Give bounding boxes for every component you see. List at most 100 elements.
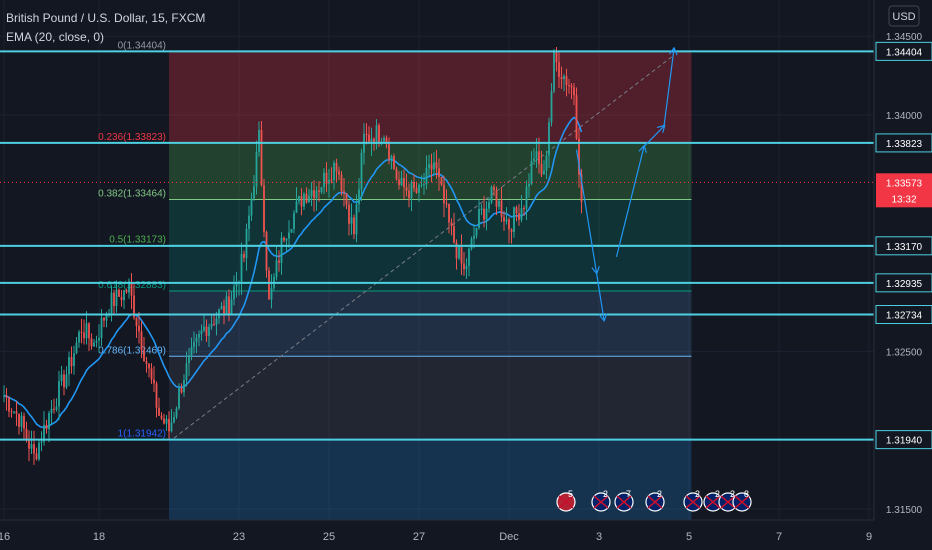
time-tick-label: 27	[413, 531, 425, 543]
projection-arrows[interactable]	[575, 49, 675, 320]
candle-body	[545, 155, 548, 171]
candle-body	[265, 231, 268, 271]
candle-body	[210, 323, 213, 327]
candle-body	[65, 374, 68, 388]
candle-body	[113, 292, 115, 306]
candle-body	[373, 138, 375, 145]
candle-body	[390, 156, 393, 160]
uk-flag-event-icon-3[interactable]: 2	[703, 489, 723, 512]
candle-body	[280, 237, 283, 263]
candle-body	[35, 453, 38, 460]
event-flag-cross	[720, 495, 736, 509]
candle-body	[115, 289, 118, 306]
candle-body	[450, 222, 453, 226]
candle-body	[58, 381, 60, 407]
candle-body	[185, 363, 188, 381]
uk-flag-event-icon[interactable]: 2	[591, 489, 611, 512]
candle-body	[55, 406, 58, 410]
indicator-legend[interactable]: EMA (20, close, 0)	[6, 30, 104, 44]
candle-body	[85, 323, 88, 339]
candle-body	[463, 263, 465, 270]
currency-button[interactable]	[888, 5, 920, 27]
candle-body	[18, 413, 20, 427]
candle-body	[183, 380, 185, 393]
event-count-label: 8	[744, 489, 749, 499]
candle-body	[28, 439, 30, 449]
projection-arrow-segment	[615, 147, 645, 257]
candle-body	[460, 246, 463, 264]
event-count-label: 5	[568, 489, 573, 499]
candle-body	[420, 184, 423, 186]
candle-body	[580, 174, 583, 202]
candle-body	[318, 190, 320, 192]
candle-body	[215, 318, 218, 325]
event-count-label: 7	[626, 489, 631, 499]
candle-body	[548, 122, 550, 156]
candle-body	[105, 313, 108, 321]
candle-body	[250, 198, 253, 216]
candle-body	[523, 208, 525, 210]
fibonacci-retracement[interactable]: 0(1.34404) 0.236(1.33823) 0.382(1.33464) 0.…	[98, 40, 692, 520]
time-tick-label: Dec	[499, 531, 519, 543]
time-axis-panel[interactable]	[0, 520, 932, 550]
candle-body	[100, 317, 103, 339]
candle-body	[325, 172, 328, 184]
price-axis[interactable]: 1.34500 1.34000 1.32500 1.31500 1.34404 1.338…	[875, 32, 932, 516]
candle-body	[380, 141, 383, 143]
candle-body	[423, 184, 425, 186]
fib-level-label-0.786: 0.786(1.32469)	[98, 345, 166, 356]
candle-body	[203, 326, 205, 331]
event-count-icon[interactable]: 7	[614, 489, 634, 512]
current-price-badge[interactable]	[876, 173, 932, 208]
candle-body	[128, 282, 130, 293]
uk-flag-event-icon-5[interactable]: 8	[732, 489, 752, 512]
candle-body	[535, 151, 538, 159]
level-price-badge[interactable]	[875, 41, 932, 61]
candle-body	[575, 95, 578, 139]
fib-zone-0.786	[169, 356, 692, 440]
level-price-badge[interactable]	[875, 273, 932, 293]
uk-flag-event-icon-2[interactable]: 2	[683, 489, 703, 512]
event-count-label: 2	[657, 489, 662, 499]
candle-body	[555, 51, 558, 63]
candle-body	[498, 200, 500, 207]
uk-flag-event-icon-4[interactable]: 2	[718, 489, 738, 512]
event-count-icon-2[interactable]: 2	[645, 489, 665, 512]
level-price-badge[interactable]	[875, 236, 932, 256]
candle-body	[8, 397, 10, 412]
candle-body	[150, 368, 153, 380]
event-flag-cross	[593, 495, 609, 509]
candle-body	[63, 374, 65, 388]
time-axis[interactable]: 16 18 23 25 27 Dec 3 5 7 9	[0, 531, 872, 543]
candle-body	[158, 407, 160, 416]
candle-body	[168, 418, 170, 432]
fib-zone-0.382	[169, 199, 692, 246]
chart-title[interactable]: British Pound / U.S. Dollar, 15, FXCM	[6, 11, 205, 25]
candle-body	[163, 418, 165, 424]
candle-body	[260, 129, 263, 186]
candle-body	[88, 323, 90, 339]
level-price-badge[interactable]	[875, 133, 932, 153]
us-flag-event-icon[interactable]: 5	[556, 489, 576, 512]
candle-body	[435, 162, 438, 169]
candle-body	[120, 296, 123, 301]
candle-body	[45, 424, 48, 430]
candle-body	[73, 353, 75, 367]
candle-body	[445, 203, 448, 205]
level-price-badge[interactable]	[875, 305, 932, 325]
candle-body	[305, 193, 308, 203]
candle-body	[385, 137, 388, 145]
event-flag-cross	[647, 495, 663, 509]
candle-body	[425, 167, 428, 185]
candle-body	[448, 204, 450, 223]
candle-body	[15, 411, 18, 414]
candle-body	[540, 164, 543, 175]
candle-body	[410, 182, 413, 199]
level-price-badge[interactable]	[875, 430, 932, 450]
candle-body	[110, 292, 113, 314]
horizontal-levels[interactable]	[0, 50, 874, 441]
candle-body	[438, 168, 440, 177]
candle-body	[500, 200, 503, 217]
